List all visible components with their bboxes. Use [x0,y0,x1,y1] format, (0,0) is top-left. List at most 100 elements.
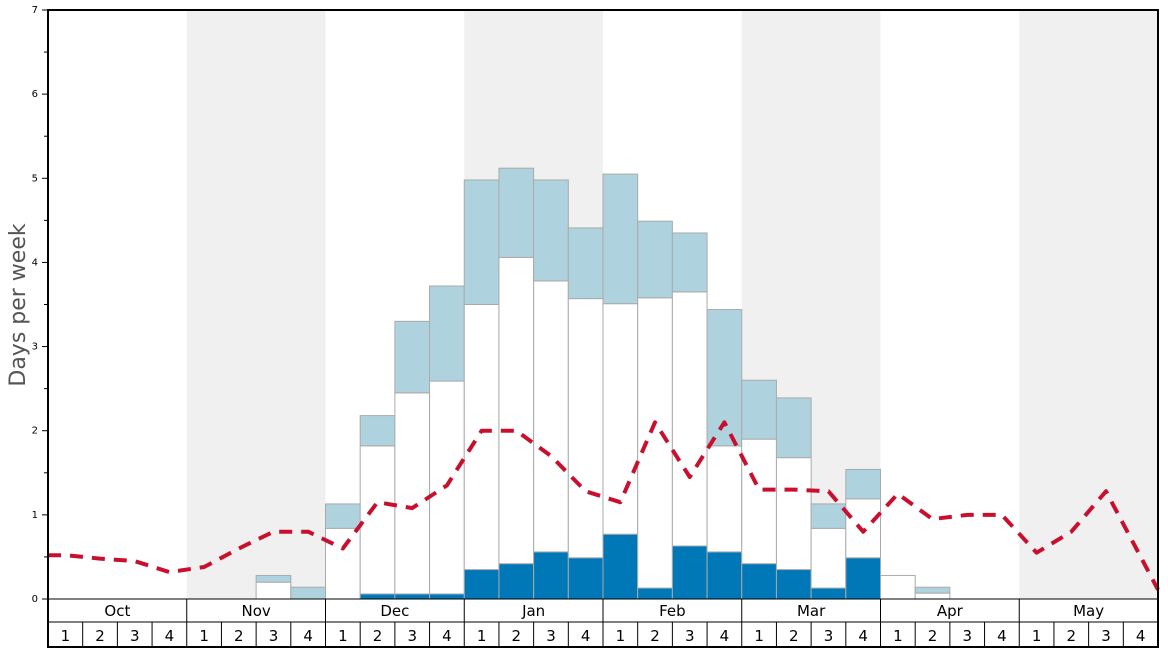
week-label-dec-2: 2 [373,627,383,645]
bar-white-week-24 [845,498,881,559]
week-label-oct-2: 2 [95,627,105,645]
bar-dark-week-12 [429,593,465,600]
week-label-may-2: 2 [1067,627,1077,645]
bar-light-week-13 [463,179,500,305]
week-label-mar-2: 2 [789,627,799,645]
y-tick-label-4: 4 [32,257,38,268]
bar-light-week-23 [810,503,847,529]
bar-dark-week-11 [394,593,431,600]
bar-white-week-10 [359,445,396,595]
month-shade-may [1019,10,1158,599]
bar-light-week-12 [429,285,465,382]
bar-white-week-14 [498,256,535,565]
bar-dark-week-14 [498,563,535,600]
week-label-dec-3: 3 [407,627,417,645]
week-label-nov-2: 2 [234,627,244,645]
week-label-jan-4: 4 [581,627,591,645]
bar-white-week-18 [637,297,673,589]
week-label-feb-1: 1 [616,627,626,645]
y-tick-label-7: 7 [32,5,38,16]
bar-dark-week-17 [602,533,639,600]
bar-white-week-13 [463,304,500,571]
week-label-apr-3: 3 [962,627,972,645]
bar-white-week-25 [880,574,916,600]
bar-white-week-16 [567,298,604,559]
bar-light-week-18 [637,220,673,299]
bar-white-week-17 [602,303,639,535]
bar-dark-week-20 [706,551,743,600]
bar-dark-week-16 [567,557,604,600]
week-label-apr-1: 1 [893,627,903,645]
bar-white-week-7 [255,581,292,600]
bar-white-week-11 [394,392,431,595]
bar-dark-week-18 [637,587,673,600]
bar-dark-week-15 [533,551,569,600]
week-label-feb-3: 3 [685,627,695,645]
bar-white-week-22 [775,457,812,571]
bar-white-week-23 [810,527,847,589]
bar-dark-week-10 [359,593,396,600]
week-label-nov-3: 3 [269,627,279,645]
week-label-may-3: 3 [1101,627,1111,645]
month-label-oct: Oct [104,602,130,620]
bar-light-week-8 [290,586,326,600]
bar-white-week-26 [914,592,951,600]
trend-line [48,420,1160,591]
bar-light-week-21 [741,379,777,440]
week-label-mar-1: 1 [754,627,764,645]
month-label-apr: Apr [937,602,964,620]
week-label-mar-4: 4 [858,627,868,645]
bar-light-week-7 [255,574,292,583]
bar-white-week-9 [325,527,361,600]
trend-line-group [48,420,1160,591]
bar-white-week-19 [671,291,708,547]
week-label-dec-1: 1 [338,627,348,645]
bar-white-week-15 [533,280,569,553]
plot-frame [47,9,1159,648]
bar-light-week-22 [775,397,812,459]
week-label-nov-4: 4 [303,627,313,645]
week-label-mar-3: 3 [824,627,834,645]
week-label-oct-3: 3 [130,627,140,645]
bar-light-week-11 [394,320,431,394]
bar-light-week-17 [602,173,639,305]
week-label-dec-4: 4 [442,627,452,645]
week-label-jan-3: 3 [546,627,556,645]
bar-light-week-10 [359,415,396,447]
week-label-jan-2: 2 [512,627,522,645]
bar-white-week-20 [706,445,743,553]
bar-light-week-26 [914,586,951,594]
bar-light-week-19 [671,232,708,293]
bars [255,167,951,600]
bar-light-week-14 [498,167,535,258]
month-label-feb: Feb [659,602,686,620]
y-axis-title: Days per week [6,223,31,386]
bar-white-week-21 [741,438,777,565]
y-tick-label-6: 6 [32,89,38,100]
bar-dark-week-24 [845,557,881,600]
month-label-dec: Dec [380,602,409,620]
week-label-nov-1: 1 [199,627,209,645]
bar-dark-week-21 [741,563,777,600]
y-axis: 0 1 2 3 4 5 6 7 [32,5,48,605]
y-tick-label-0: 0 [32,594,38,605]
month-label-may: May [1073,602,1104,620]
bar-light-week-9 [325,503,361,529]
week-label-jan-1: 1 [477,627,487,645]
week-label-may-4: 4 [1136,627,1146,645]
y-tick-label-1: 1 [32,510,38,521]
bar-dark-week-13 [463,569,500,600]
month-shade-nov [186,10,326,599]
x-axis: Oct 1 2 3 4 Nov 1 2 3 4 Dec 1 2 3 4 Jan 1 2 3 4 Feb 1 2 3 4 Mar 1 2… [48,598,1158,647]
bar-light-week-24 [845,468,881,500]
week-label-may-1: 1 [1032,627,1042,645]
bar-dark-week-22 [775,569,812,600]
week-label-apr-4: 4 [997,627,1007,645]
month-label-mar: Mar [797,602,826,620]
y-tick-label-5: 5 [32,173,38,184]
bar-dark-week-19 [671,545,708,600]
y-tick-label-3: 3 [32,342,38,353]
bar-light-week-16 [567,227,604,300]
week-label-oct-4: 4 [165,627,175,645]
